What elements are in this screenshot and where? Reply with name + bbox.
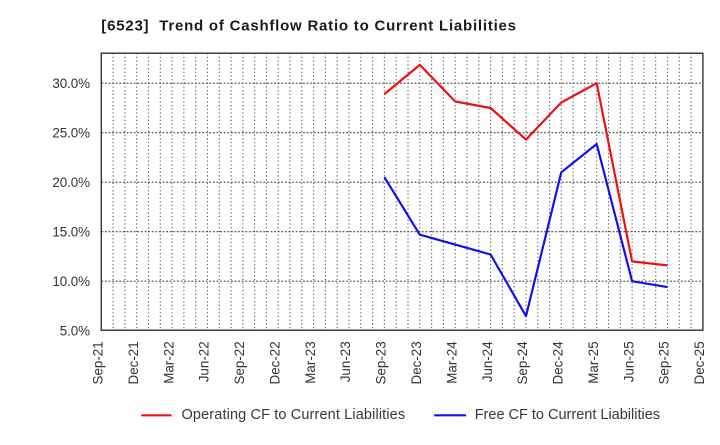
svg-text:20.0%: 20.0% bbox=[52, 175, 90, 190]
svg-text:Dec-24: Dec-24 bbox=[551, 341, 566, 385]
svg-text:5.0%: 5.0% bbox=[60, 323, 90, 338]
svg-text:Jun-23: Jun-23 bbox=[338, 341, 353, 382]
svg-text:Dec-23: Dec-23 bbox=[409, 341, 424, 384]
svg-text:Mar-25: Mar-25 bbox=[586, 341, 601, 383]
svg-text:Dec-21: Dec-21 bbox=[126, 341, 141, 384]
svg-text:Dec-25: Dec-25 bbox=[692, 341, 707, 384]
svg-text:Mar-23: Mar-23 bbox=[303, 341, 318, 383]
svg-text:Mar-24: Mar-24 bbox=[444, 341, 459, 384]
svg-text:30.0%: 30.0% bbox=[52, 76, 90, 91]
svg-text:Sep-22: Sep-22 bbox=[232, 341, 247, 384]
svg-text:Sep-23: Sep-23 bbox=[374, 341, 389, 384]
svg-text:Sep-24: Sep-24 bbox=[515, 341, 530, 385]
svg-text:15.0%: 15.0% bbox=[52, 224, 90, 239]
svg-text:Operating CF to Current Liabil: Operating CF to Current Liabilities bbox=[182, 407, 406, 423]
svg-text:Jun-24: Jun-24 bbox=[480, 341, 495, 382]
svg-text:25.0%: 25.0% bbox=[52, 125, 90, 140]
svg-text:Jun-25: Jun-25 bbox=[621, 341, 636, 382]
svg-text:10.0%: 10.0% bbox=[52, 274, 90, 289]
svg-text:Free CF to Current Liabilities: Free CF to Current Liabilities bbox=[475, 407, 660, 423]
svg-text:Sep-25: Sep-25 bbox=[657, 341, 672, 384]
svg-text:Mar-22: Mar-22 bbox=[161, 341, 176, 383]
svg-text:[6523] Trend of Cashflow Rati: [6523] Trend of Cashflow Ratio to Curren… bbox=[101, 18, 517, 35]
svg-text:Dec-22: Dec-22 bbox=[267, 341, 282, 384]
svg-text:Jun-22: Jun-22 bbox=[197, 341, 212, 382]
svg-text:Sep-21: Sep-21 bbox=[91, 341, 106, 384]
